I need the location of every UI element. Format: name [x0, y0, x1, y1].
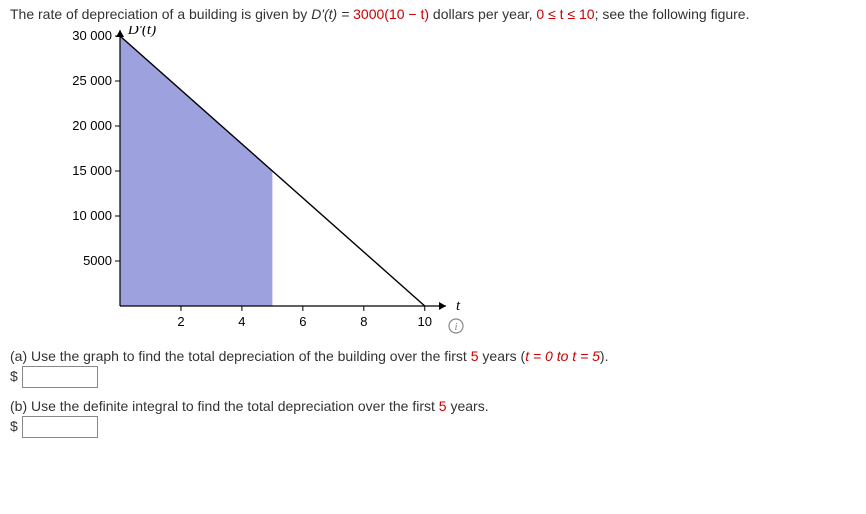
x-tick-label: 2 — [177, 314, 184, 329]
part-a: (a) Use the graph to find the total depr… — [10, 348, 856, 388]
chart-svg: 2 4 6 8 10 5000 10 000 15 000 20 000 25 000 30 000… — [50, 26, 470, 336]
part-a-prefix: (a) Use the graph to find the total depr… — [10, 348, 471, 364]
y-tick-label: 10 000 — [72, 208, 112, 223]
problem-prefix: The rate of depreciation of a building i… — [10, 6, 311, 22]
func-rhs: 3000(10 − t) — [353, 6, 429, 22]
part-b-prefix: (b) Use the definite integral to find th… — [10, 398, 439, 414]
x-tick-label: 8 — [360, 314, 367, 329]
y-tick-label: 25 000 — [72, 73, 112, 88]
part-a-answer-input[interactable] — [22, 366, 98, 388]
part-b: (b) Use the definite integral to find th… — [10, 398, 856, 438]
x-tick-label: 10 — [418, 314, 432, 329]
part-a-red: 5 — [471, 348, 479, 364]
y-tick-label: 15 000 — [72, 163, 112, 178]
part-b-suffix: years. — [447, 398, 489, 414]
problem-statement: The rate of depreciation of a building i… — [10, 6, 856, 22]
info-icon[interactable]: i — [449, 319, 463, 333]
part-a-suffix: ). — [600, 348, 609, 364]
depreciation-chart: 2 4 6 8 10 5000 10 000 15 000 20 000 25 000 30 000… — [50, 26, 856, 336]
shaded-region — [120, 36, 272, 306]
y-tick-label: 20 000 — [72, 118, 112, 133]
y-axis-label: D'(t) — [127, 26, 156, 38]
x-axis-arrow — [439, 302, 446, 310]
domain-text: 0 ≤ t ≤ 10 — [536, 6, 594, 22]
x-axis-label: t — [456, 298, 461, 314]
part-b-red: 5 — [439, 398, 447, 414]
y-tick-label: 30 000 — [72, 28, 112, 43]
part-a-middle: years ( — [479, 348, 526, 364]
units-text: dollars per year, — [429, 6, 536, 22]
part-b-currency: $ — [10, 418, 18, 434]
part-b-answer-input[interactable] — [22, 416, 98, 438]
part-a-currency: $ — [10, 368, 18, 384]
y-tick-label: 5000 — [83, 253, 112, 268]
func-lhs: D'(t) = — [311, 6, 353, 22]
problem-suffix: ; see the following figure. — [595, 6, 750, 22]
part-a-range: t = 0 to t = 5 — [525, 348, 600, 364]
svg-text:i: i — [454, 321, 457, 333]
x-tick-label: 4 — [238, 314, 245, 329]
x-tick-label: 6 — [299, 314, 306, 329]
